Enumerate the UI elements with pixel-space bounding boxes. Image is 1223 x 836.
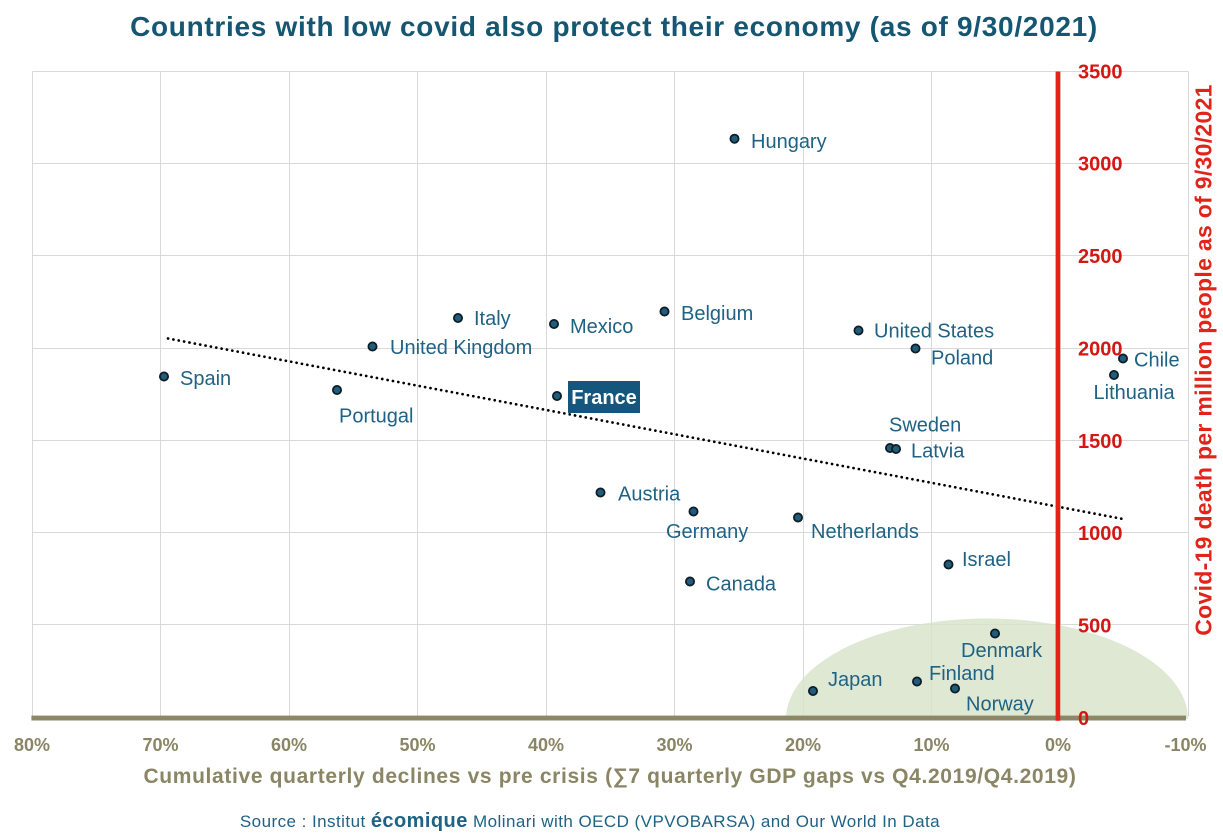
svg-text:20%: 20% [785, 735, 821, 755]
svg-text:0: 0 [1078, 708, 1089, 730]
svg-text:Netherlands: Netherlands [811, 521, 919, 543]
svg-text:Portugal: Portugal [339, 406, 414, 428]
svg-text:Covid-19 death per million peo: Covid-19 death per million people as of … [1191, 84, 1217, 636]
svg-text:Chile: Chile [1134, 350, 1180, 372]
svg-text:40%: 40% [528, 735, 564, 755]
svg-text:United States: United States [874, 321, 994, 343]
svg-text:Israel: Israel [962, 549, 1011, 571]
svg-text:10%: 10% [913, 735, 949, 755]
svg-text:60%: 60% [271, 735, 307, 755]
svg-text:30%: 30% [656, 735, 692, 755]
svg-text:1000: 1000 [1078, 523, 1123, 545]
svg-text:Canada: Canada [706, 574, 777, 596]
svg-text:Austria: Austria [618, 484, 681, 506]
svg-text:Lithuania: Lithuania [1094, 382, 1176, 404]
svg-text:Norway: Norway [966, 694, 1034, 716]
svg-text:0%: 0% [1045, 735, 1071, 755]
svg-text:2500: 2500 [1078, 246, 1123, 268]
svg-text:Latvia: Latvia [911, 441, 965, 463]
svg-text:Japan: Japan [828, 669, 883, 691]
svg-text:-10%: -10% [1164, 735, 1206, 755]
svg-text:Hungary: Hungary [751, 131, 827, 153]
svg-text:Mexico: Mexico [570, 316, 633, 338]
svg-text:70%: 70% [142, 735, 178, 755]
svg-text:France: France [571, 387, 637, 409]
svg-text:Sweden: Sweden [889, 415, 961, 437]
svg-text:Italy: Italy [474, 308, 511, 330]
svg-text:50%: 50% [399, 735, 435, 755]
svg-text:2000: 2000 [1078, 339, 1123, 361]
svg-text:Belgium: Belgium [681, 303, 753, 325]
svg-text:United Kingdom: United Kingdom [390, 337, 532, 359]
svg-text:Countries with low covid also: Countries with low covid also protect th… [130, 11, 1098, 42]
svg-text:3500: 3500 [1078, 62, 1123, 84]
svg-text:1500: 1500 [1078, 431, 1123, 453]
svg-text:80%: 80% [14, 735, 50, 755]
svg-text:500: 500 [1078, 616, 1111, 638]
svg-text:Germany: Germany [666, 521, 748, 543]
svg-text:3000: 3000 [1078, 154, 1123, 176]
svg-text:Finland: Finland [929, 663, 995, 685]
svg-text:Poland: Poland [931, 348, 993, 370]
svg-text:Cumulative quarterly declines: Cumulative quarterly declines vs pre cri… [143, 765, 1076, 788]
svg-text:Source : Institut écomique Mol: Source : Institut écomique Molinari with… [240, 810, 940, 832]
svg-text:Spain: Spain [180, 368, 231, 390]
svg-text:Denmark: Denmark [961, 640, 1043, 662]
